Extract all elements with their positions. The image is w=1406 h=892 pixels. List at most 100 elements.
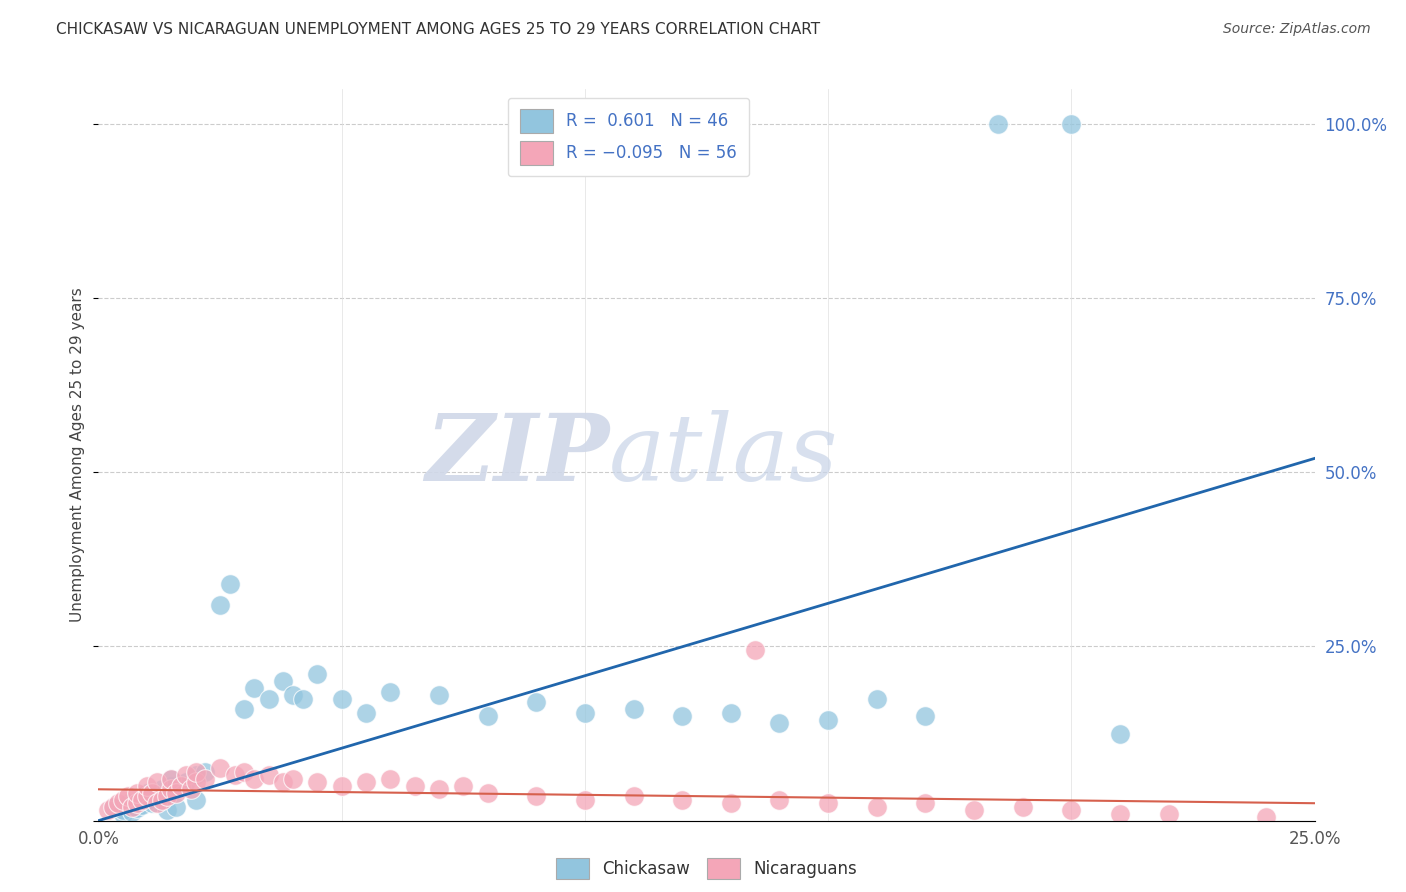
Legend: Chickasaw, Nicaraguans: Chickasaw, Nicaraguans	[548, 852, 865, 886]
Point	[257, 691, 280, 706]
Point	[180, 782, 202, 797]
Point	[121, 805, 143, 820]
Point	[111, 806, 134, 821]
Point	[218, 576, 240, 591]
Point	[233, 702, 256, 716]
Point	[224, 768, 246, 782]
Point	[141, 796, 163, 810]
Point	[107, 796, 129, 810]
Point	[131, 798, 153, 813]
Point	[671, 709, 693, 723]
Point	[477, 786, 499, 800]
Point	[97, 803, 120, 817]
Point	[866, 799, 889, 814]
Point	[574, 706, 596, 720]
Y-axis label: Unemployment Among Ages 25 to 29 years: Unemployment Among Ages 25 to 29 years	[70, 287, 86, 623]
Point	[174, 775, 197, 789]
Point	[623, 702, 645, 716]
Point	[146, 775, 169, 789]
Point	[160, 782, 183, 797]
Point	[165, 786, 187, 800]
Point	[160, 772, 183, 786]
Point	[101, 799, 124, 814]
Point	[914, 709, 936, 723]
Point	[354, 775, 377, 789]
Point	[136, 793, 159, 807]
Point	[744, 643, 766, 657]
Point	[866, 691, 889, 706]
Text: CHICKASAW VS NICARAGUAN UNEMPLOYMENT AMONG AGES 25 TO 29 YEARS CORRELATION CHART: CHICKASAW VS NICARAGUAN UNEMPLOYMENT AMO…	[56, 22, 820, 37]
Point	[1254, 810, 1277, 824]
Point	[271, 674, 294, 689]
Point	[146, 796, 169, 810]
Text: ZIP: ZIP	[425, 410, 609, 500]
Point	[354, 706, 377, 720]
Point	[243, 681, 266, 696]
Point	[209, 598, 232, 612]
Point	[184, 793, 207, 807]
Point	[165, 799, 187, 814]
Point	[160, 772, 183, 786]
Point	[1011, 799, 1033, 814]
Point	[111, 793, 134, 807]
Point	[150, 782, 173, 797]
Point	[184, 764, 207, 779]
Point	[281, 772, 304, 786]
Point	[1060, 117, 1083, 131]
Point	[209, 761, 232, 775]
Text: Source: ZipAtlas.com: Source: ZipAtlas.com	[1223, 22, 1371, 37]
Point	[477, 709, 499, 723]
Point	[136, 779, 159, 793]
Point	[257, 768, 280, 782]
Point	[127, 786, 149, 800]
Point	[111, 803, 134, 817]
Point	[427, 688, 450, 702]
Point	[330, 779, 353, 793]
Point	[155, 803, 177, 817]
Point	[914, 796, 936, 810]
Point	[117, 796, 139, 810]
Point	[160, 779, 183, 793]
Point	[136, 786, 159, 800]
Point	[817, 796, 839, 810]
Point	[817, 713, 839, 727]
Point	[170, 779, 193, 793]
Point	[127, 796, 149, 810]
Point	[271, 775, 294, 789]
Point	[1157, 806, 1180, 821]
Point	[1109, 726, 1132, 740]
Point	[131, 793, 153, 807]
Point	[453, 779, 475, 793]
Point	[146, 789, 169, 804]
Point	[281, 688, 304, 702]
Point	[184, 775, 207, 789]
Point	[121, 799, 143, 814]
Point	[307, 667, 329, 681]
Point	[623, 789, 645, 804]
Point	[720, 796, 742, 810]
Point	[380, 685, 402, 699]
Point	[427, 782, 450, 797]
Point	[127, 801, 149, 815]
Point	[194, 772, 217, 786]
Point	[1060, 803, 1083, 817]
Point	[233, 764, 256, 779]
Point	[117, 789, 139, 804]
Point	[194, 764, 217, 779]
Point	[404, 779, 426, 793]
Point	[671, 793, 693, 807]
Text: atlas: atlas	[609, 410, 839, 500]
Point	[330, 691, 353, 706]
Point	[243, 772, 266, 786]
Point	[174, 768, 197, 782]
Point	[1109, 806, 1132, 821]
Point	[963, 803, 986, 817]
Point	[768, 793, 790, 807]
Point	[291, 691, 314, 706]
Point	[524, 695, 547, 709]
Point	[380, 772, 402, 786]
Point	[524, 789, 547, 804]
Point	[150, 793, 173, 807]
Point	[307, 775, 329, 789]
Point	[768, 716, 790, 731]
